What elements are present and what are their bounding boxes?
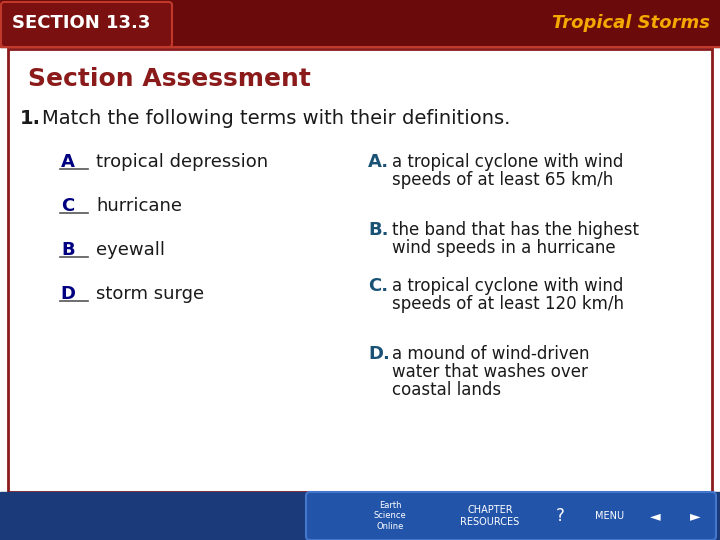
- Text: SECTION 13.3: SECTION 13.3: [12, 15, 150, 32]
- Text: B: B: [61, 241, 75, 259]
- Bar: [0, 492, 720, 540]
- Text: D.: D.: [368, 345, 390, 363]
- Text: 1.: 1.: [20, 109, 41, 128]
- Text: ?: ?: [556, 507, 564, 525]
- Text: Section Assessment: Section Assessment: [28, 67, 311, 91]
- Text: speeds of at least 120 km/h: speeds of at least 120 km/h: [392, 295, 624, 313]
- Text: Match the following terms with their definitions.: Match the following terms with their def…: [42, 109, 510, 128]
- Text: MENU: MENU: [595, 511, 624, 521]
- Text: Earth
Science
Online: Earth Science Online: [374, 501, 406, 531]
- Text: coastal lands: coastal lands: [392, 381, 501, 399]
- Text: speeds of at least 65 km/h: speeds of at least 65 km/h: [392, 171, 613, 189]
- Text: eyewall: eyewall: [96, 241, 165, 259]
- Text: C.: C.: [368, 277, 388, 295]
- Text: A.: A.: [368, 153, 389, 171]
- Bar: [8, 49, 712, 492]
- Bar: [0, 0, 720, 47]
- Text: water that washes over: water that washes over: [392, 363, 588, 381]
- Text: tropical depression: tropical depression: [96, 153, 268, 171]
- FancyBboxPatch shape: [306, 492, 716, 540]
- Text: A: A: [61, 153, 75, 171]
- Text: D: D: [60, 285, 76, 303]
- Text: hurricane: hurricane: [96, 197, 182, 215]
- Text: C: C: [61, 197, 75, 215]
- Text: a mound of wind-driven: a mound of wind-driven: [392, 345, 590, 363]
- Text: storm surge: storm surge: [96, 285, 204, 303]
- FancyBboxPatch shape: [1, 2, 172, 47]
- Text: ►: ►: [690, 509, 701, 523]
- Text: Tropical Storms: Tropical Storms: [552, 15, 710, 32]
- Text: ◄: ◄: [649, 509, 660, 523]
- Text: a tropical cyclone with wind: a tropical cyclone with wind: [392, 153, 624, 171]
- Text: wind speeds in a hurricane: wind speeds in a hurricane: [392, 239, 616, 257]
- Text: a tropical cyclone with wind: a tropical cyclone with wind: [392, 277, 624, 295]
- Text: CHAPTER
RESOURCES: CHAPTER RESOURCES: [460, 505, 520, 527]
- Text: B.: B.: [368, 221, 389, 239]
- Text: the band that has the highest: the band that has the highest: [392, 221, 639, 239]
